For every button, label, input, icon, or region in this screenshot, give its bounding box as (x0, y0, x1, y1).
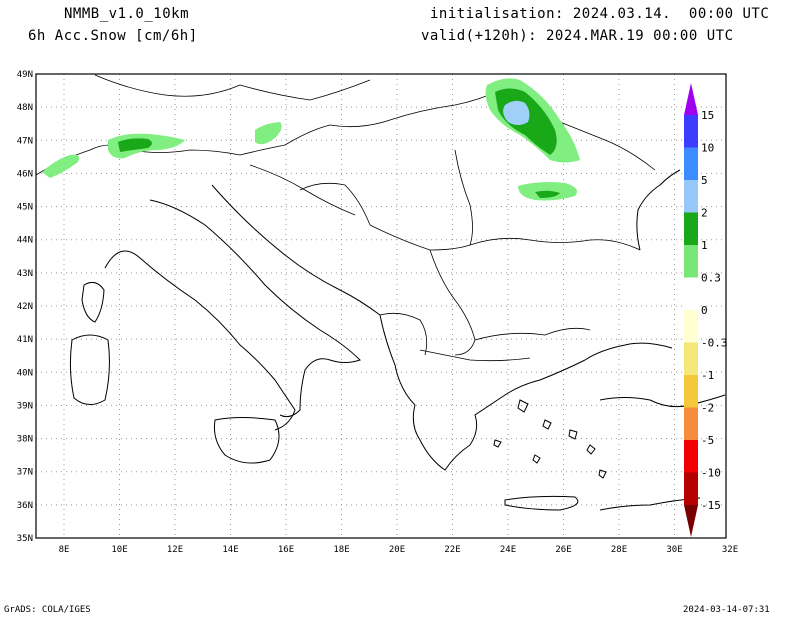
colorbar-band (684, 310, 698, 343)
lon-label: 16E (278, 545, 294, 555)
lon-label: 12E (167, 545, 183, 555)
colorbar-bottom-arrow (684, 505, 698, 537)
lat-label: 47N (17, 136, 33, 146)
colorbar-label: 0 (701, 304, 708, 317)
colorbar-band (684, 212, 698, 245)
colorbar-label: -15 (701, 499, 721, 512)
model-title: NMMB_v1.0_10km (64, 6, 190, 22)
colorbar-label: 5 (701, 174, 708, 187)
lat-label: 37N (17, 468, 33, 478)
lat-label: 42N (17, 302, 33, 312)
colorbar-label: -1 (701, 369, 714, 382)
footer-timestamp: 2024-03-14-07:31 (683, 605, 770, 615)
colorbar-band (684, 277, 698, 310)
lat-label: 45N (17, 203, 33, 213)
lat-label: 46N (17, 169, 33, 179)
lat-label: 48N (17, 103, 33, 113)
colorbar-band (684, 180, 698, 213)
lat-label: 35N (17, 534, 33, 544)
map-frame (35, 73, 727, 539)
coastlines (69, 169, 726, 511)
colorbar-band (684, 115, 698, 148)
snow-area-austria (255, 122, 282, 145)
snow-accumulation-shading (42, 78, 580, 201)
colorbar-band (684, 342, 698, 375)
country-borders (35, 74, 656, 362)
latitude-labels: 49N 48N 47N 46N 45N 44N 43N 42N 41N 40N 39N 38N 37N 3… (17, 70, 33, 544)
lon-label: 8E (59, 545, 70, 555)
snow-area-carpathians-heavy (503, 100, 530, 125)
lon-label: 18E (333, 545, 349, 555)
colorbar-label: 0.3 (701, 272, 721, 285)
init-time: initialisation: 2024.03.14. 00:00 UTC (430, 6, 770, 22)
colorbar-band (684, 472, 698, 505)
lat-label: 41N (17, 335, 33, 345)
lon-label: 24E (500, 545, 516, 555)
variable-title: 6h Acc.Snow [cm/6h] (28, 28, 198, 44)
lon-label: 30E (666, 545, 682, 555)
colorbar-band (684, 147, 698, 180)
lon-label: 26E (555, 545, 571, 555)
colorbar-label: -10 (701, 467, 721, 480)
lat-label: 43N (17, 269, 33, 279)
lon-label: 32E (722, 545, 738, 555)
lon-label: 20E (389, 545, 405, 555)
colorbar-band (684, 407, 698, 440)
colorbar-band (684, 375, 698, 408)
lon-label: 28E (611, 545, 627, 555)
valid-time: valid(+120h): 2024.MAR.19 00:00 UTC (421, 28, 734, 44)
snow-area-southeast-mid (535, 190, 560, 198)
colorbar-label: -2 (701, 402, 714, 415)
lat-label: 49N (17, 70, 33, 80)
lon-label: 22E (444, 545, 460, 555)
snow-area-alps-central-mid (118, 138, 152, 152)
colorbar-label: 10 (701, 142, 714, 155)
colorbar-top-arrow (684, 83, 698, 115)
lat-label: 36N (17, 501, 33, 511)
snow-area-alps-west (42, 154, 79, 178)
colorbar-label: 15 (701, 109, 714, 122)
colorbar-label: -0.3 (701, 337, 728, 350)
lat-label: 38N (17, 435, 33, 445)
lat-label: 39N (17, 401, 33, 411)
lat-label: 44N (17, 236, 33, 246)
lat-label: 40N (17, 368, 33, 378)
colorbar-band (684, 440, 698, 473)
colorbar-label: -5 (701, 434, 714, 447)
colorbar-band (684, 245, 698, 278)
colorbar: 15 10 5 2 1 0.3 0 -0.3 -1 -2 -5 -10 -15 (684, 83, 728, 537)
lon-label: 14E (222, 545, 238, 555)
footer-software: GrADS: COLA/IGES (4, 605, 91, 615)
longitude-labels: 8E 10E 12E 14E 16E 18E 20E 22E 24E 26E 28E 30E 32E (59, 545, 739, 555)
lon-label: 10E (111, 545, 127, 555)
colorbar-label: 2 (701, 207, 708, 220)
map-grid (36, 74, 726, 538)
colorbar-label: 1 (701, 239, 708, 252)
